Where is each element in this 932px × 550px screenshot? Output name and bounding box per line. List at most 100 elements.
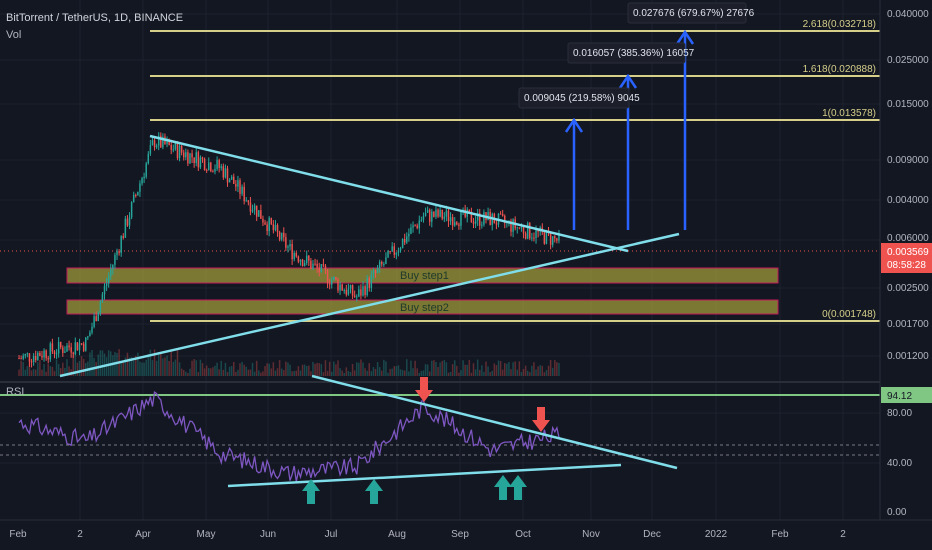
buy-arrow-icon [494,475,512,500]
candle-body [49,343,52,360]
price-series [18,132,560,368]
volume-bar [420,370,423,376]
volume-bar [24,369,27,376]
volume-bar [237,369,239,376]
volume-bar [399,369,402,376]
candle-body [301,259,304,267]
volume-bar [166,355,168,376]
buy-arrow-icon [302,479,320,504]
svg-text:Dec: Dec [643,529,661,540]
volume-bar [220,360,222,376]
volume-bar [437,367,439,376]
volume-bar [285,361,287,376]
volume-bar [320,364,323,376]
candle-body [105,283,108,286]
volume-bar [526,370,529,376]
volume-bar [451,364,454,376]
volume-bar [249,369,252,376]
volume-bar [395,366,398,376]
candle-body [208,162,210,171]
candle-body [464,209,466,217]
candle-body [324,265,327,271]
candle-body [262,218,264,223]
candle-body [424,212,427,217]
candle-body [376,268,379,273]
volume-bar [441,360,443,376]
candle-body [166,140,168,145]
volume-bar [151,360,154,376]
volume-bar [97,354,99,376]
buy-arrow-icon [365,479,383,504]
target-boxes: 0.009045 (219.58%) 9045 0.016057 (385.36… [518,2,755,109]
candle-body [476,213,479,221]
volume-bar [474,369,477,376]
candle-body [99,302,102,313]
candle-body [41,355,43,358]
candle-body [347,288,350,295]
volume-bar [297,366,300,376]
candle-body [28,353,31,362]
volume-bar [191,360,193,376]
volume-bar [170,350,172,376]
candle-body [197,152,200,168]
volume-bar [132,360,135,376]
volume-bar [401,370,404,376]
volume-bar [287,362,289,376]
candle-body [520,227,523,229]
volume-bar [424,364,427,376]
candle-body [437,209,439,217]
volume-bar [324,360,327,376]
volume-bar [20,360,22,376]
candle-body [97,312,99,322]
candle-body [543,232,546,244]
candle-body [122,236,125,238]
candle-body [285,237,287,248]
sell-arrow-icon [415,377,433,402]
volume-bar [245,366,248,376]
candle-body [339,284,341,291]
candle-body [374,270,377,273]
candle-body [468,209,471,212]
candle-body [322,264,325,266]
candle-body [110,269,112,277]
volume-bar [185,371,187,376]
candle-body [516,227,519,229]
buy-arrow-icon [509,475,527,500]
volume-bar [387,372,389,376]
volume-bar [389,368,391,376]
candle-body [130,202,133,218]
candle-body [124,218,127,238]
svg-text:Nov: Nov [582,529,600,540]
candle-body [185,152,187,158]
volume-bar [347,370,350,376]
volume-bar [414,360,416,376]
candle-body [237,180,239,187]
candle-body [356,296,358,298]
volume-bar [174,359,177,376]
candle-body [535,230,537,239]
volume-bar [549,359,552,376]
volume-bar [435,361,437,376]
candle-body [78,343,81,351]
volume-bar [276,368,279,376]
candle-body [447,210,450,222]
candle-body [139,183,141,192]
volume-bar [55,359,58,376]
volume-bar [212,367,214,376]
volume-bar [224,362,227,376]
candle-body [26,353,29,355]
volume-bar [199,359,202,376]
volume-bar [162,358,164,376]
candle-body [245,200,248,202]
candle-body [160,135,162,148]
candle-body [387,251,389,258]
candle-body [132,194,135,203]
candle-body [316,263,318,268]
volume-bar [458,372,460,376]
buy-zone-2-label: Buy step2 [400,302,449,314]
volume-bar [343,372,345,376]
candle-body [524,233,527,239]
volume-bar [233,361,235,376]
volume-bar [214,365,216,376]
